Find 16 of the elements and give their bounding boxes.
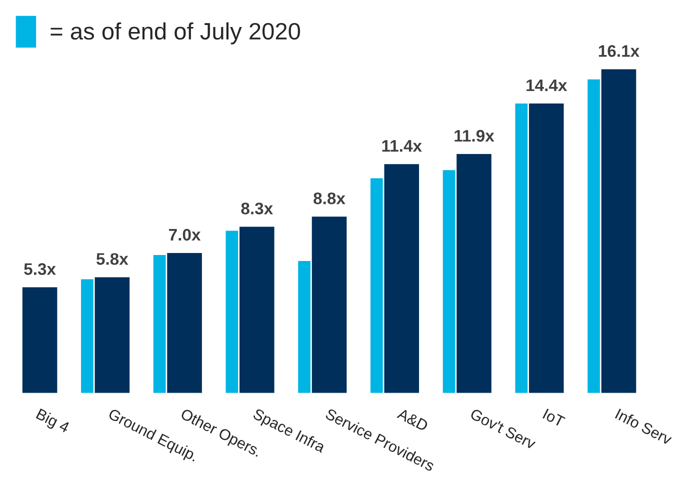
data-label: 16.1x	[598, 45, 640, 57]
data-label: 14.4x	[526, 80, 568, 92]
x-tick-label: A&D	[396, 408, 429, 432]
data-label: 5.3x	[24, 263, 56, 275]
data-label: 11.9x	[454, 130, 494, 142]
data-label: 8.3x	[241, 202, 273, 214]
bar	[21, 286, 59, 394]
x-tick-label: Gov't Serv	[470, 408, 537, 450]
legend-label: = as of end of July 2020	[50, 22, 300, 44]
data-label: 5.8x	[96, 253, 128, 265]
data-label: 11.4x	[382, 140, 422, 152]
data-label: 8.8x	[314, 192, 346, 204]
x-tick-label: Big 4	[34, 408, 70, 436]
x-tick-label: Info Serv	[614, 408, 674, 446]
data-label: 7.0x	[169, 228, 201, 241]
x-tick-label: IoT	[542, 408, 566, 428]
